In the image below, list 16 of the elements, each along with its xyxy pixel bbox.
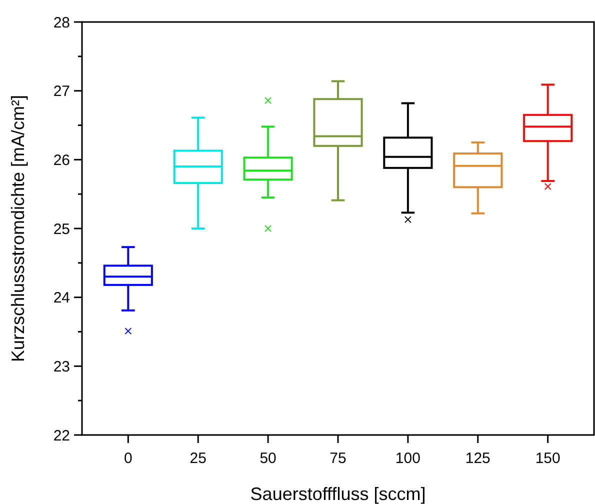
x-tick-label: 0 [124, 450, 132, 467]
x-tick-label: 150 [535, 450, 560, 467]
y-tick-label: 28 [53, 14, 70, 32]
x-tick-label: 100 [395, 450, 420, 467]
y-tick-label: 24 [53, 290, 70, 307]
x-axis-title: Sauerstofffluss [sccm] [250, 484, 426, 504]
x-tick-label: 125 [465, 450, 490, 467]
y-axis-title: Kurzschlussstromdichte [mA/cm²] [8, 94, 28, 362]
y-tick-label: 22 [53, 427, 70, 444]
x-tick-label: 25 [190, 450, 206, 467]
x-tick-label: 50 [260, 450, 276, 467]
x-tick-label: 75 [330, 450, 346, 467]
y-tick-label: 26 [53, 152, 70, 169]
y-tick-label: 25 [53, 220, 70, 238]
y-tick-label: 27 [53, 83, 70, 100]
y-tick-label: 23 [53, 358, 70, 376]
